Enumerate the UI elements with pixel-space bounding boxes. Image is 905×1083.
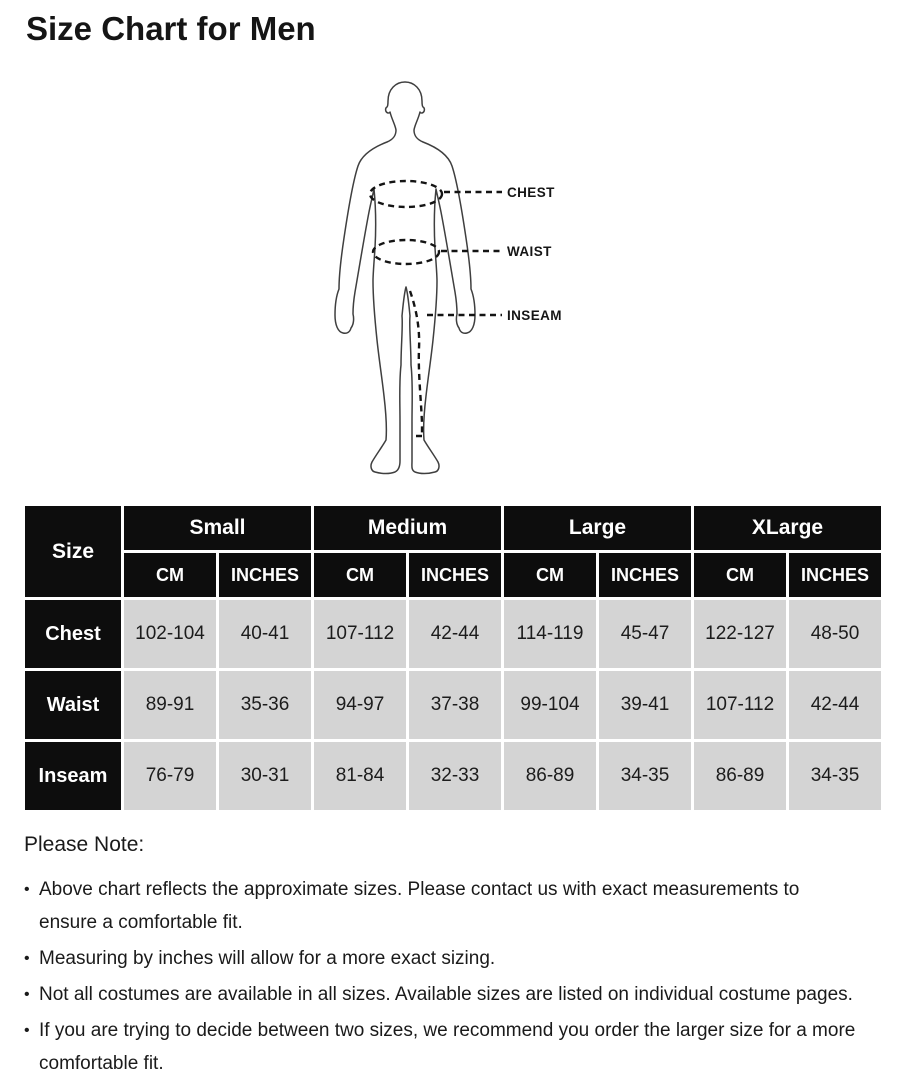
bullet-marker: • [24, 1022, 30, 1039]
size-group-header-xlarge: XLarge [694, 506, 881, 550]
size-group-header-small: Small [124, 506, 311, 550]
size-table: Size Small Medium Large XLarge CM INCHES… [22, 503, 884, 813]
size-cell: 86-89 [694, 742, 786, 810]
size-cell: 94-97 [314, 671, 406, 739]
size-cell: 30-31 [219, 742, 311, 810]
size-cell: 35-36 [219, 671, 311, 739]
unit-header-inches: INCHES [219, 553, 311, 597]
unit-header-inches: INCHES [599, 553, 691, 597]
size-cell: 107-112 [694, 671, 786, 739]
row-label-waist: Waist [25, 671, 121, 739]
page-title: Size Chart for Men [26, 10, 316, 47]
bullet-marker: • [24, 881, 30, 898]
size-cell: 45-47 [599, 600, 691, 668]
body-measurement-diagram: CHEST WAIST INSEAM [334, 81, 562, 475]
table-row-unit-headers: CM INCHES CM INCHES CM INCHES CM INCHES [25, 553, 881, 597]
row-label-chest: Chest [25, 600, 121, 668]
note-text: Measuring by inches will allow for a mor… [39, 948, 496, 969]
size-cell: 42-44 [409, 600, 501, 668]
table-row-chest: Chest 102-104 40-41 107-112 42-44 114-11… [25, 600, 881, 668]
note-text: Not all costumes are available in all si… [39, 984, 853, 1005]
size-cell: 34-35 [789, 742, 881, 810]
size-cell: 48-50 [789, 600, 881, 668]
note-item: • Not all costumes are available in all … [24, 978, 886, 1011]
inseam-measure-line [408, 290, 426, 438]
unit-header-cm: CM [504, 553, 596, 597]
chest-measure-ellipse [368, 179, 444, 209]
waist-measure-ellipse [371, 238, 441, 266]
size-cell: 81-84 [314, 742, 406, 810]
size-cell: 40-41 [219, 600, 311, 668]
row-label-inseam: Inseam [25, 742, 121, 810]
size-cell: 86-89 [504, 742, 596, 810]
size-cell: 76-79 [124, 742, 216, 810]
chest-label: CHEST [507, 185, 555, 200]
table-row-inseam: Inseam 76-79 30-31 81-84 32-33 86-89 34-… [25, 742, 881, 810]
unit-header-inches: INCHES [409, 553, 501, 597]
size-cell: 42-44 [789, 671, 881, 739]
note-item: • Above chart reflects the approximate s… [24, 873, 886, 939]
note-item: • Measuring by inches will allow for a m… [24, 942, 886, 975]
notes-section: Please Note: • Above chart reflects the … [24, 833, 886, 1083]
unit-header-cm: CM [124, 553, 216, 597]
size-cell: 39-41 [599, 671, 691, 739]
size-cell: 107-112 [314, 600, 406, 668]
size-cell: 32-33 [409, 742, 501, 810]
unit-header-inches: INCHES [789, 553, 881, 597]
size-corner-header: Size [25, 506, 121, 597]
unit-header-cm: CM [694, 553, 786, 597]
table-row-waist: Waist 89-91 35-36 94-97 37-38 99-104 39-… [25, 671, 881, 739]
size-cell: 37-38 [409, 671, 501, 739]
note-text: If you are trying to decide between two … [39, 1020, 856, 1074]
size-cell: 102-104 [124, 600, 216, 668]
inseam-label: INSEAM [507, 308, 562, 323]
waist-label: WAIST [507, 244, 552, 259]
male-figure-outline [334, 81, 476, 475]
bullet-marker: • [24, 986, 30, 1003]
size-group-header-large: Large [504, 506, 691, 550]
note-text: Above chart reflects the approximate siz… [39, 879, 800, 933]
unit-header-cm: CM [314, 553, 406, 597]
size-group-header-medium: Medium [314, 506, 501, 550]
size-cell: 99-104 [504, 671, 596, 739]
notes-heading: Please Note: [24, 833, 145, 856]
size-cell: 34-35 [599, 742, 691, 810]
size-cell: 89-91 [124, 671, 216, 739]
size-cell: 122-127 [694, 600, 786, 668]
bullet-marker: • [24, 950, 30, 967]
table-row-group-headers: Size Small Medium Large XLarge [25, 506, 881, 597]
size-cell: 114-119 [504, 600, 596, 668]
note-item: • If you are trying to decide between tw… [24, 1014, 886, 1080]
